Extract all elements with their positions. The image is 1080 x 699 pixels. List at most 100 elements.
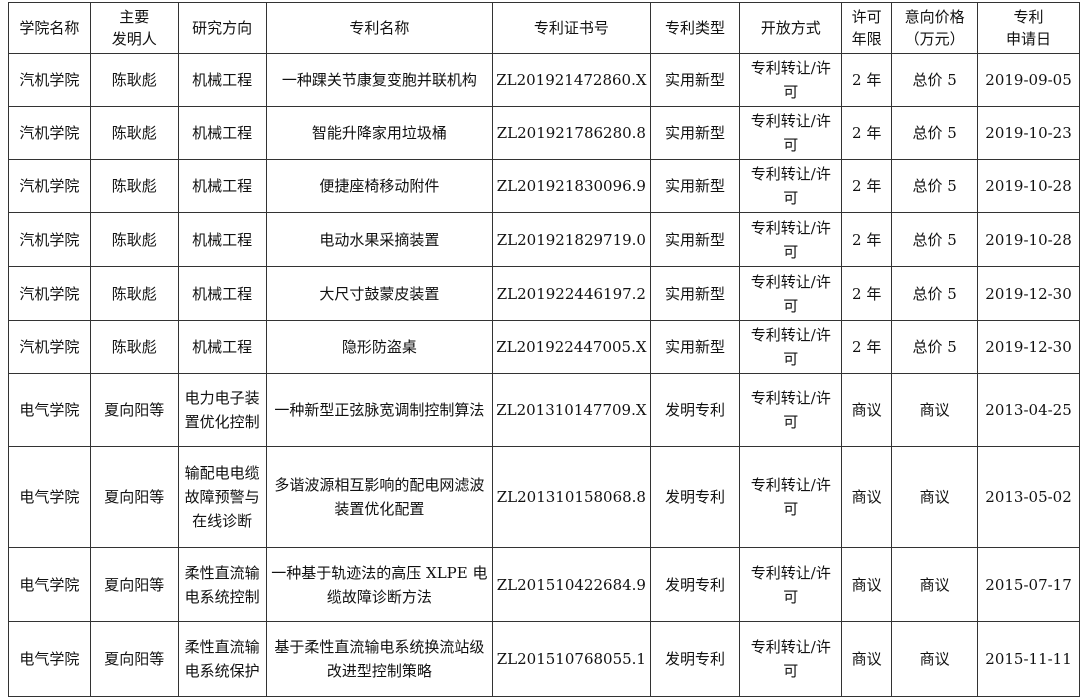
cell-patent-type: 发明专利 [649,621,741,697]
cell-certificate-number: ZL201510422684.9 [492,547,651,622]
cell-patent-type: 发明专利 [649,446,741,548]
cell-college: 汽机学院 [8,159,91,213]
cell-price: 商议 [891,446,979,548]
cell-patent-name: 智能升降家用垃圾桶 [265,106,494,160]
cell-college: 汽机学院 [8,266,91,321]
cell-research-direction: 机械工程 [177,106,267,160]
cell-patent-type: 实用新型 [649,320,741,374]
cell-open-mode: 专利转让/许可 [739,621,843,697]
cell-research-direction: 机械工程 [177,212,267,267]
cell-inventor: 夏向阳等 [89,446,179,548]
cell-inventor: 夏向阳等 [89,621,179,697]
cell-college: 电气学院 [8,621,91,697]
cell-application-date: 2019-09-05 [977,53,1080,107]
cell-application-date: 2019-10-28 [977,159,1080,213]
cell-patent-type: 实用新型 [649,106,741,160]
cell-patent-name: 大尺寸鼓蒙皮装置 [265,266,494,321]
cell-inventor: 陈耿彪 [89,53,179,107]
cell-application-date: 2013-05-02 [977,446,1080,548]
header-certificate-number: 专利证书号 [492,2,651,54]
cell-application-date: 2013-04-25 [977,373,1080,447]
cell-license-term: 2 年 [841,106,893,160]
cell-open-mode: 专利转让/许可 [739,547,843,622]
cell-patent-name: 一种新型正弦脉宽调制控制算法 [265,373,494,447]
table-row: 电气学院 夏向阳等 柔性直流输电系统保护 基于柔性直流输电系统换流站级改进型控制策略 Z… [8,621,1080,697]
cell-inventor: 陈耿彪 [89,212,179,267]
header-patent-type: 专利类型 [649,2,741,54]
table-row: 电气学院 夏向阳等 输配电电缆故障预警与在线诊断 多谐波源相互影响的配电网滤波装置优化… [8,446,1080,548]
cell-patent-type: 实用新型 [649,53,741,107]
cell-price: 总价 5 [891,266,979,321]
cell-patent-type: 发明专利 [649,373,741,447]
cell-college: 汽机学院 [8,320,91,374]
cell-license-term: 商议 [841,547,893,622]
cell-license-term: 2 年 [841,53,893,107]
cell-research-direction: 机械工程 [177,266,267,321]
header-research-direction: 研究方向 [177,2,267,54]
cell-application-date: 2019-12-30 [977,320,1080,374]
header-price: 意向价格 （万元） [891,2,979,54]
cell-license-term: 商议 [841,373,893,447]
cell-license-term: 2 年 [841,159,893,213]
cell-patent-type: 实用新型 [649,212,741,267]
cell-open-mode: 专利转让/许可 [739,320,843,374]
cell-open-mode: 专利转让/许可 [739,106,843,160]
cell-patent-name: 便捷座椅移动附件 [265,159,494,213]
cell-college: 汽机学院 [8,106,91,160]
cell-inventor: 陈耿彪 [89,159,179,213]
cell-patent-name: 多谐波源相互影响的配电网滤波装置优化配置 [265,446,494,548]
cell-application-date: 2015-07-17 [977,547,1080,622]
cell-application-date: 2019-10-23 [977,106,1080,160]
cell-certificate-number: ZL201510768055.1 [492,621,651,697]
table-row: 汽机学院 陈耿彪 机械工程 便捷座椅移动附件 ZL201921830096.9 实用新型专… [8,159,1080,213]
cell-patent-name: 一种踝关节康复变胞并联机构 [265,53,494,107]
table-row: 汽机学院 陈耿彪 机械工程 一种踝关节康复变胞并联机构 ZL201921472860.X… [8,53,1080,107]
cell-price: 总价 5 [891,212,979,267]
cell-research-direction: 机械工程 [177,320,267,374]
cell-college: 电气学院 [8,547,91,622]
cell-patent-type: 实用新型 [649,159,741,213]
cell-inventor: 陈耿彪 [89,106,179,160]
header-application-date: 专利 申请日 [977,2,1080,54]
header-college: 学院名称 [8,2,91,54]
cell-patent-name: 隐形防盗桌 [265,320,494,374]
table-row: 电气学院 夏向阳等 电力电子装置优化控制 一种新型正弦脉宽调制控制算法 ZL201310… [8,373,1080,447]
cell-research-direction: 机械工程 [177,159,267,213]
cell-college: 汽机学院 [8,53,91,107]
cell-certificate-number: ZL201921830096.9 [492,159,651,213]
cell-certificate-number: ZL201921786280.8 [492,106,651,160]
cell-college: 汽机学院 [8,212,91,267]
cell-certificate-number: ZL201922447005.X [492,320,651,374]
header-license-term: 许可 年限 [841,2,893,54]
table-row: 汽机学院 陈耿彪 机械工程 智能升降家用垃圾桶 ZL201921786280.8 实用新型… [8,106,1080,160]
cell-research-direction: 机械工程 [177,53,267,107]
cell-open-mode: 专利转让/许可 [739,53,843,107]
cell-patent-type: 实用新型 [649,266,741,321]
table-row: 汽机学院 陈耿彪 机械工程 电动水果采摘装置 ZL201921829719.0 实用新型专… [8,212,1080,267]
cell-application-date: 2015-11-11 [977,621,1080,697]
cell-inventor: 夏向阳等 [89,373,179,447]
cell-research-direction: 电力电子装置优化控制 [177,373,267,447]
table-row: 汽机学院 陈耿彪 机械工程 隐形防盗桌 ZL201922447005.X 实用新型 专利转让… [8,320,1080,374]
cell-license-term: 商议 [841,446,893,548]
cell-price: 总价 5 [891,106,979,160]
table-row: 汽机学院 陈耿彪 机械工程 大尺寸鼓蒙皮装置 ZL201922446197.2 实用新型专… [8,266,1080,321]
cell-certificate-number: ZL201310158068.8 [492,446,651,548]
cell-price: 总价 5 [891,320,979,374]
header-open-mode: 开放方式 [739,2,843,54]
cell-license-term: 2 年 [841,320,893,374]
header-patent-name: 专利名称 [265,2,494,54]
cell-inventor: 夏向阳等 [89,547,179,622]
cell-certificate-number: ZL201310147709.X [492,373,651,447]
cell-license-term: 商议 [841,621,893,697]
header-inventor: 主要 发明人 [89,2,179,54]
cell-price: 总价 5 [891,159,979,213]
cell-patent-name: 电动水果采摘装置 [265,212,494,267]
cell-certificate-number: ZL201921472860.X [492,53,651,107]
cell-research-direction: 柔性直流输电系统保护 [177,621,267,697]
cell-price: 商议 [891,621,979,697]
cell-license-term: 2 年 [841,212,893,267]
cell-application-date: 2019-10-28 [977,212,1080,267]
cell-research-direction: 输配电电缆故障预警与在线诊断 [177,446,267,548]
cell-open-mode: 专利转让/许可 [739,446,843,548]
